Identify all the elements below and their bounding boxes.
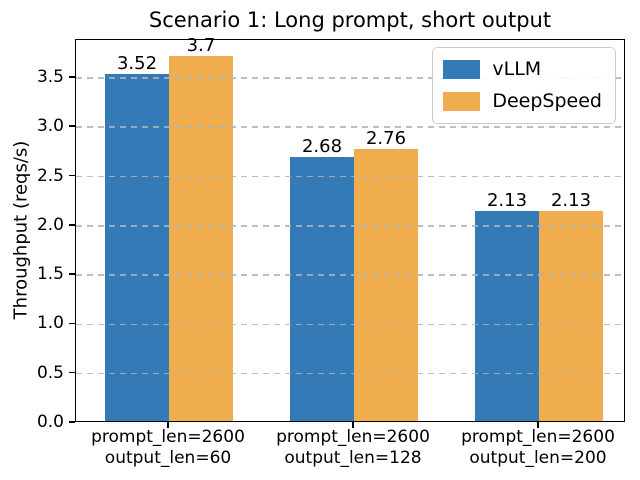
gridline-3.5 (76, 77, 624, 79)
legend-swatch-deepspeed (443, 91, 481, 111)
y-tick-label-0.5: 0.5 (36, 362, 64, 383)
bar-deepspeed-1 (354, 148, 418, 421)
bar-deepspeed-0 (169, 56, 233, 421)
bar-value-label-vllm-2: 2.13 (486, 190, 528, 211)
bar-value-label-deepspeed-1: 2.76 (365, 127, 407, 149)
x-tick-mark (167, 422, 169, 428)
y-tick-label-1.0: 1.0 (36, 313, 64, 334)
y-tick-label-2.5: 2.5 (36, 165, 64, 186)
legend-item-deepspeed: DeepSpeed (443, 90, 602, 112)
legend-item-vllm: vLLM (443, 58, 602, 80)
chart-title: Scenario 1: Long prompt, short output (148, 8, 552, 32)
gridline-1.0 (76, 323, 624, 326)
bar-vllm-0 (105, 73, 169, 421)
bar-vllm-1 (290, 156, 354, 421)
legend: vLLM DeepSpeed (432, 47, 616, 124)
bar-vllm-2 (475, 211, 539, 421)
x-tick-label-0: prompt_len=2600 output_len=60 (58, 427, 278, 469)
y-tick-mark (69, 125, 75, 127)
legend-label-vllm: vLLM (492, 58, 542, 80)
bar-value-label-vllm-0: 3.52 (116, 52, 158, 74)
bar-value-label-deepspeed-0: 3.7 (186, 35, 216, 57)
x-tick-label-2-line2: output_len=200 (469, 448, 607, 468)
y-tick-mark (69, 322, 75, 325)
y-tick-mark (69, 224, 75, 226)
gridline-2.5 (76, 175, 624, 178)
gridline-0.5 (76, 372, 624, 375)
y-tick-label-3.5: 3.5 (36, 66, 64, 87)
y-tick-mark (69, 421, 75, 423)
y-tick-label-0.0: 0.0 (36, 412, 64, 432)
y-tick-label-3.0: 3.0 (36, 116, 64, 137)
x-tick-label-2: prompt_len=2600 output_len=200 (428, 427, 640, 469)
x-tick-label-0-line1: prompt_len=2600 (91, 427, 245, 447)
bar-value-label-vllm-1: 2.68 (301, 135, 343, 157)
y-tick-mark (69, 371, 75, 374)
x-tick-mark (352, 422, 354, 428)
legend-label-deepspeed: DeepSpeed (492, 90, 602, 112)
x-tick-label-1-line1: prompt_len=2600 (276, 427, 430, 447)
gridline-2.0 (76, 225, 624, 227)
gridline-1.5 (76, 274, 624, 276)
y-tick-mark (69, 76, 75, 78)
x-tick-label-0-line2: output_len=60 (104, 448, 232, 468)
bar-value-label-deepspeed-2: 2.13 (550, 190, 592, 211)
y-tick-mark (69, 174, 75, 177)
plot-area: 3.52 2.68 2.13 3.7 2.76 2.13 vLLM DeepSpeed (75, 35, 625, 422)
gridline-3.0 (76, 126, 624, 128)
x-tick-label-2-line1: prompt_len=2600 (461, 427, 615, 447)
x-tick-mark (537, 422, 539, 428)
y-tick-label-1.5: 1.5 (36, 264, 64, 285)
y-tick-label-2.0: 2.0 (36, 214, 64, 235)
bar-deepspeed-2 (539, 211, 603, 421)
x-tick-label-1-line2: output_len=128 (284, 448, 422, 468)
y-tick-mark (69, 273, 75, 275)
x-tick-label-1: prompt_len=2600 output_len=128 (243, 427, 463, 469)
legend-swatch-vllm (443, 59, 481, 79)
